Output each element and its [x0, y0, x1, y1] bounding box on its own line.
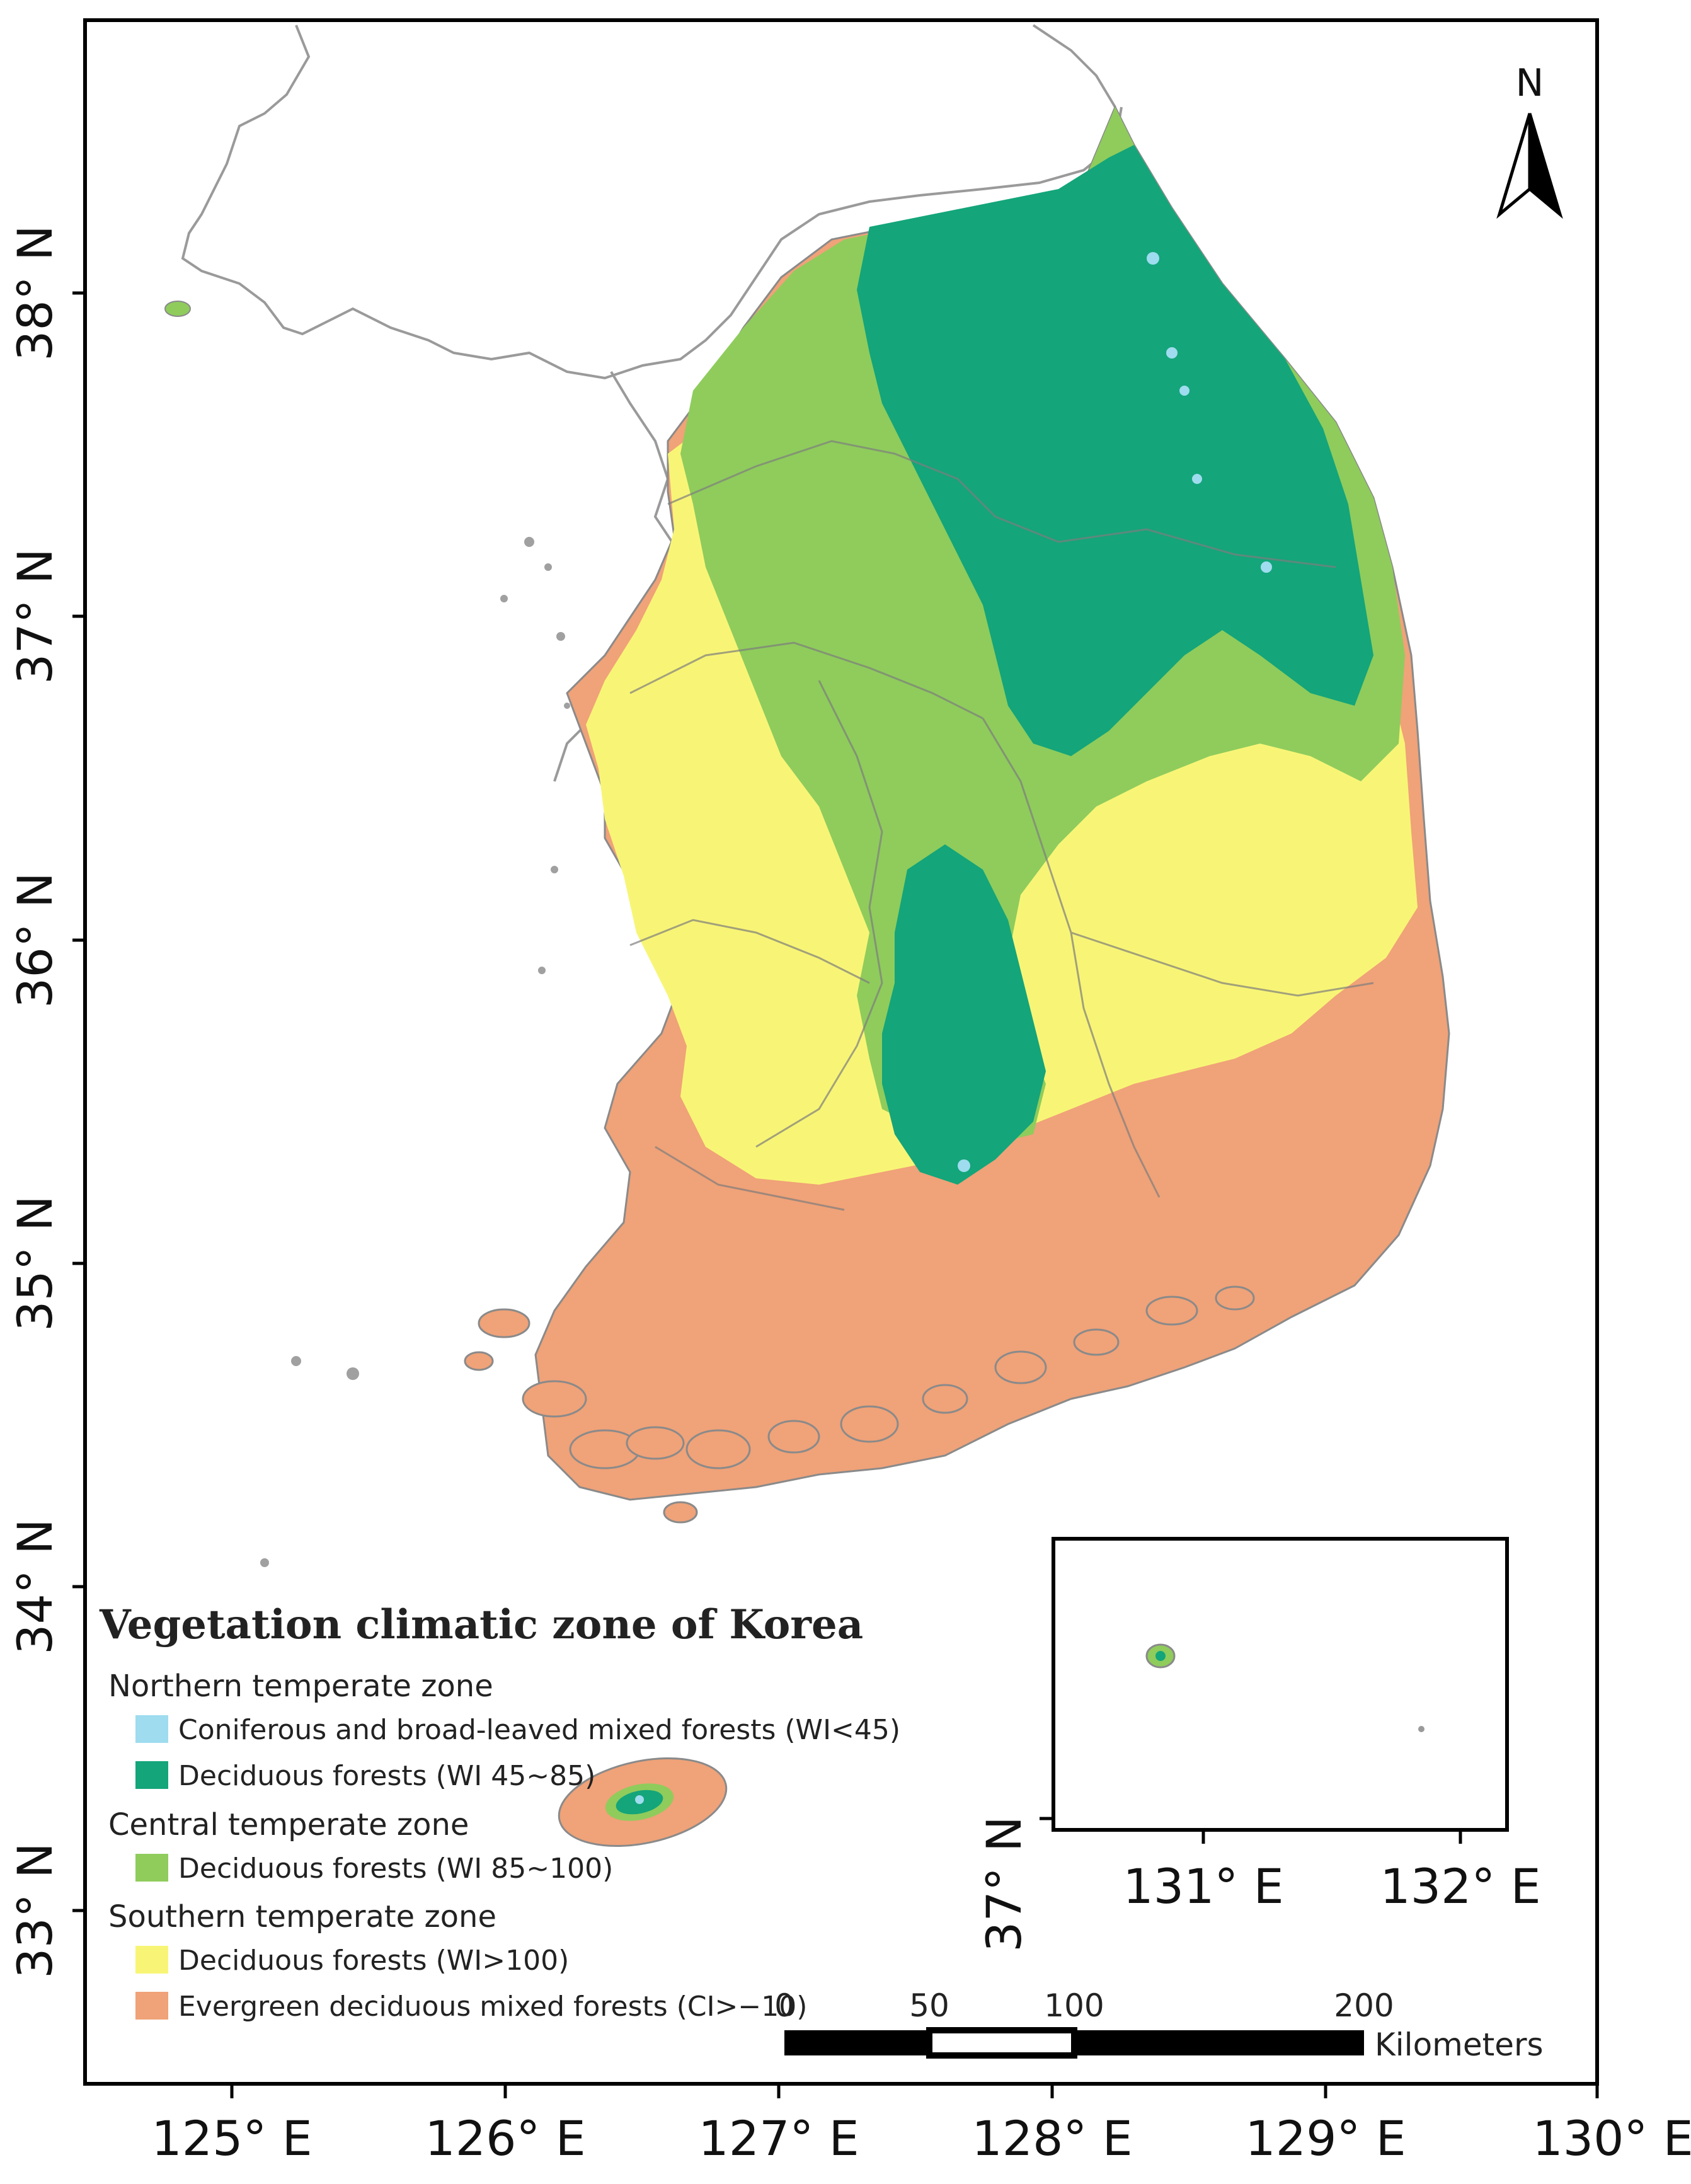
lat-label-33: 33° N	[7, 1842, 63, 1979]
province-boundaries	[629, 440, 1374, 1211]
baengnyeong-island	[164, 301, 191, 317]
lat-label-35: 35° N	[7, 1195, 63, 1331]
western-islands	[260, 537, 570, 1567]
legend-zone-southern: Southern temperate zone	[108, 1899, 496, 1934]
legend-item-wi-85-100: Deciduous forests (WI 85~100)	[178, 1853, 613, 1885]
scale-unit: Kilometers	[1375, 2026, 1544, 2063]
legend-swatch-ci-gt-minus10	[135, 1992, 168, 2020]
longitude-axis: 125° E 126° E 127° E 128° E 129° E 130° …	[151, 2084, 1691, 2166]
lon-label-129: 129° E	[1245, 2110, 1406, 2166]
scale-tick-200: 200	[1334, 1987, 1394, 2024]
lon-label-128: 128° E	[972, 2110, 1132, 2166]
lon-label-130: 130° E	[1532, 2110, 1691, 2166]
zone-dark-green	[857, 145, 1373, 756]
scale-bar: 0 50 100 200 Kilometers	[774, 1987, 1544, 2063]
inset-frame	[1052, 1537, 1509, 1832]
ulleung-island	[1145, 1643, 1176, 1669]
dokdo-island	[1418, 1726, 1424, 1732]
scale-segment-50-100	[926, 2027, 1077, 2059]
southern-islands	[464, 1285, 1255, 1524]
scale-tick-50: 50	[909, 1987, 949, 2024]
legend-item-wi-45-85: Deciduous forests (WI 45~85)	[178, 1760, 595, 1792]
lon-label-125: 125° E	[151, 2110, 312, 2166]
legend-swatch-wi-gt-100	[135, 1946, 168, 1974]
latitude-axis: 38° N 37° N 36° N 35° N 34° N 33° N	[7, 225, 85, 1979]
legend-item-ci-gt-minus10: Evergreen deciduous mixed forests (CI>−1…	[178, 1991, 807, 2023]
lat-label-38: 38° N	[7, 225, 63, 361]
lon-label-127: 127° E	[698, 2110, 859, 2166]
legend-swatch-wi-lt-45	[135, 1715, 168, 1743]
lat-label-34: 34° N	[7, 1519, 63, 1655]
lat-label-37: 37° N	[7, 548, 63, 684]
legend-swatch-wi-85-100	[135, 1854, 168, 1882]
jeju-island	[558, 1757, 728, 1847]
inset-lon-label-132: 132° E	[1380, 1858, 1540, 1914]
zone-dark-green-south	[882, 844, 1046, 1185]
legend: Vegetation climatic zone of Korea Northe…	[99, 1601, 900, 2023]
legend-swatch-wi-45-85	[135, 1761, 168, 1789]
north-coastline	[181, 25, 1123, 380]
north-coastline-east	[1032, 24, 1116, 108]
scale-tick-0: 0	[774, 1987, 794, 2024]
legend-item-wi-lt-45: Coniferous and broad-leaved mixed forest…	[178, 1714, 900, 1746]
legend-zone-northern: Northern temperate zone	[108, 1669, 493, 1704]
inset-lat-label: 37° N	[976, 1816, 1032, 1952]
scale-tick-100: 100	[1044, 1987, 1104, 2024]
scale-segment-0-50	[784, 2030, 929, 2055]
lat-label-36: 36° N	[7, 872, 63, 1008]
scale-segment-100-200	[1074, 2030, 1364, 2055]
legend-title: Vegetation climatic zone of Korea	[99, 1601, 863, 1648]
zone-light-blue	[958, 252, 1272, 1172]
lon-label-126: 126° E	[425, 2110, 585, 2166]
inset-lon-label-131: 131° E	[1123, 1858, 1283, 1914]
legend-item-wi-gt-100: Deciduous forests (WI>100)	[178, 1945, 569, 1977]
north-arrow-icon: N	[1496, 61, 1563, 219]
north-label: N	[1516, 61, 1544, 105]
legend-zone-central: Central temperate zone	[108, 1807, 469, 1842]
